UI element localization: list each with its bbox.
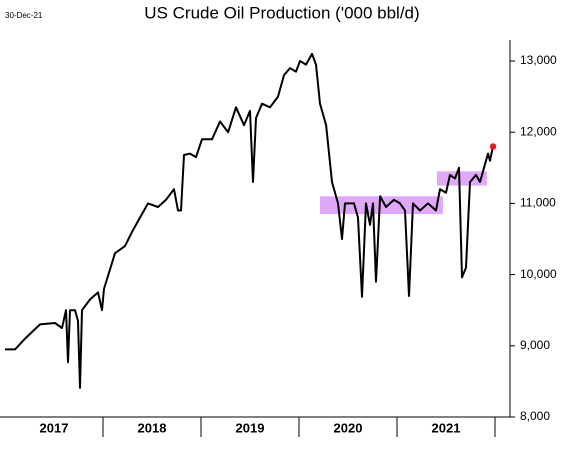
last-point — [489, 143, 497, 150]
data-line — [5, 52, 494, 389]
date-label: 30-Dec-21 — [5, 11, 43, 20]
y-tick-label: 12,000 — [520, 124, 557, 138]
x-tick-label: 2019 — [236, 420, 265, 435]
y-tick-label: 9,000 — [520, 338, 550, 352]
x-tick-label: 2017 — [40, 420, 69, 435]
x-tick-label: 2018 — [138, 420, 167, 435]
x-tick-label: 2020 — [334, 420, 363, 435]
x-tick-label: 2021 — [432, 420, 461, 435]
y-tick-label: 10,000 — [520, 267, 557, 281]
y-tick-label: 13,000 — [520, 53, 557, 67]
y-tick-label: 11,000 — [520, 196, 556, 210]
y-tick-label: 8,000 — [520, 409, 550, 423]
highlight-box — [436, 171, 487, 186]
chart-title: US Crude Oil Production ('000 bbl/d) — [144, 3, 419, 22]
